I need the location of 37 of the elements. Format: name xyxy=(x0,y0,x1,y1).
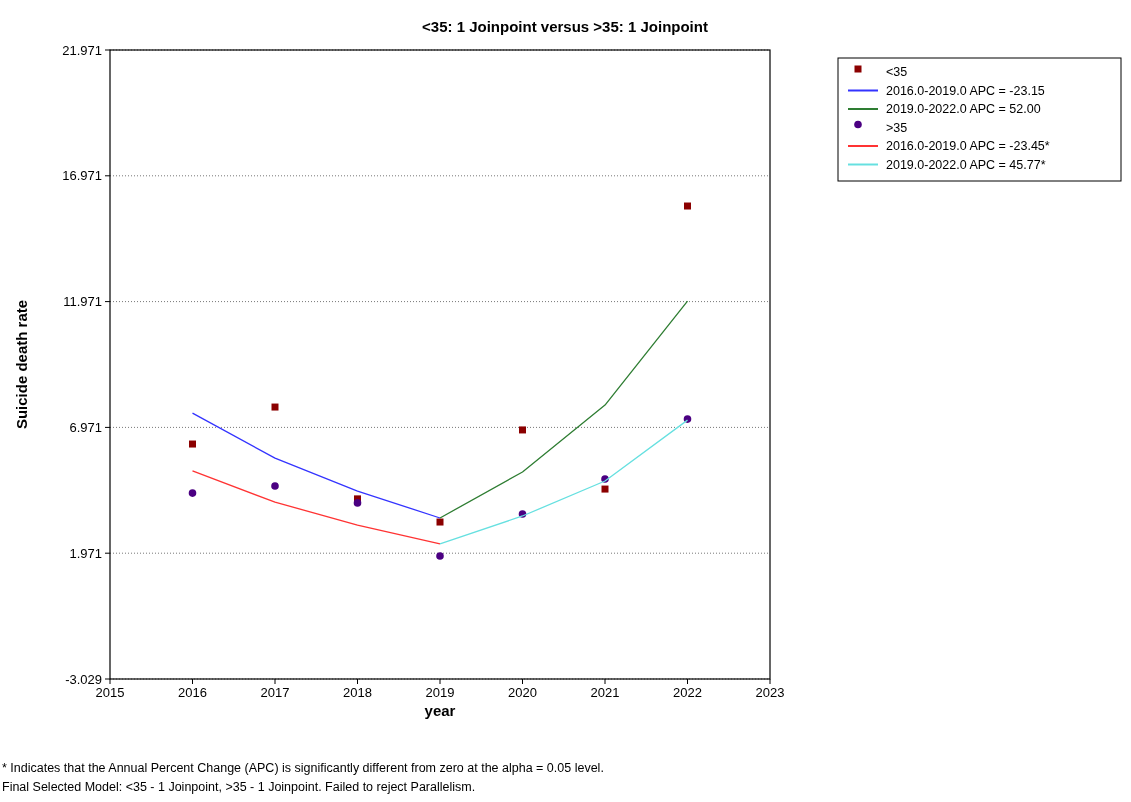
legend-label: 2016.0-2019.0 APC = -23.45* xyxy=(886,139,1050,154)
x-tick-label: 2015 xyxy=(95,685,125,700)
text: * Indicates that the Annual Percent Change (APC) is significantly different from zero at the alpha = 0.05 level. xyxy=(2,761,604,775)
x-tick-label: 2020 xyxy=(508,685,537,700)
x-axis-title: year xyxy=(424,702,456,719)
point xyxy=(519,426,526,434)
y-tick-label: 11.971 xyxy=(63,294,102,310)
y-tick-label: 1.971 xyxy=(69,545,102,561)
legend-label: 2016.0-2019.0 APC = -23.15 xyxy=(886,83,1045,98)
point xyxy=(188,489,197,497)
point xyxy=(601,485,609,493)
legend-label: <35 xyxy=(886,65,908,80)
chart-title: <35: 1 Joinpoint versus >35: 1 Joinpoint xyxy=(422,18,708,35)
x-tick-label: 2021 xyxy=(590,685,620,700)
point xyxy=(436,518,444,526)
legend-label: 2019.0-2022.0 APC = 45.77* xyxy=(886,157,1046,172)
point xyxy=(353,499,362,507)
point xyxy=(271,403,279,411)
y-tick-label: 16.971 xyxy=(62,168,102,184)
text: Final Selected Model: <35 - 1 Joinpoint, >35 - 1 Joinpoint. Failed to reject Parallelism. xyxy=(2,780,476,794)
x-tick-label: 2017 xyxy=(260,685,290,700)
legend-label: 2019.0-2022.0 APC = 52.00 xyxy=(886,102,1041,117)
y-axis-title: Suicide death rate xyxy=(13,299,30,430)
x-tick-label: 2023 xyxy=(755,685,785,700)
x-tick-label: 2019 xyxy=(425,685,455,700)
point xyxy=(271,482,279,490)
x-tick-label: 2018 xyxy=(343,685,372,700)
line-series xyxy=(191,470,441,545)
legend-label: >35 xyxy=(886,120,908,135)
y-tick-label: 21.971 xyxy=(62,42,102,58)
y-tick-label: 6.971 xyxy=(69,419,102,435)
x-tick-label: 2016 xyxy=(178,685,207,700)
point xyxy=(684,202,691,210)
point xyxy=(436,552,444,560)
x-tick-label: 2022 xyxy=(673,685,702,700)
y-tick-label: -3.029 xyxy=(65,671,102,687)
point xyxy=(189,440,196,448)
